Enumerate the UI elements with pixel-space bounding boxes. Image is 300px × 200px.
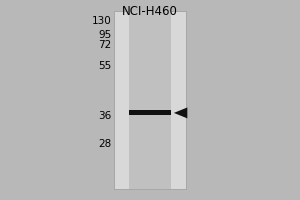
Bar xyxy=(114,11,186,189)
Polygon shape xyxy=(174,107,187,118)
Text: 130: 130 xyxy=(92,16,111,26)
Text: 28: 28 xyxy=(98,139,111,149)
Bar xyxy=(129,110,171,115)
Text: NCI-H460: NCI-H460 xyxy=(122,5,178,18)
Text: 95: 95 xyxy=(98,30,111,40)
Bar xyxy=(129,11,171,189)
Text: 55: 55 xyxy=(98,61,111,71)
Text: 36: 36 xyxy=(98,111,111,121)
Text: 72: 72 xyxy=(98,40,111,50)
